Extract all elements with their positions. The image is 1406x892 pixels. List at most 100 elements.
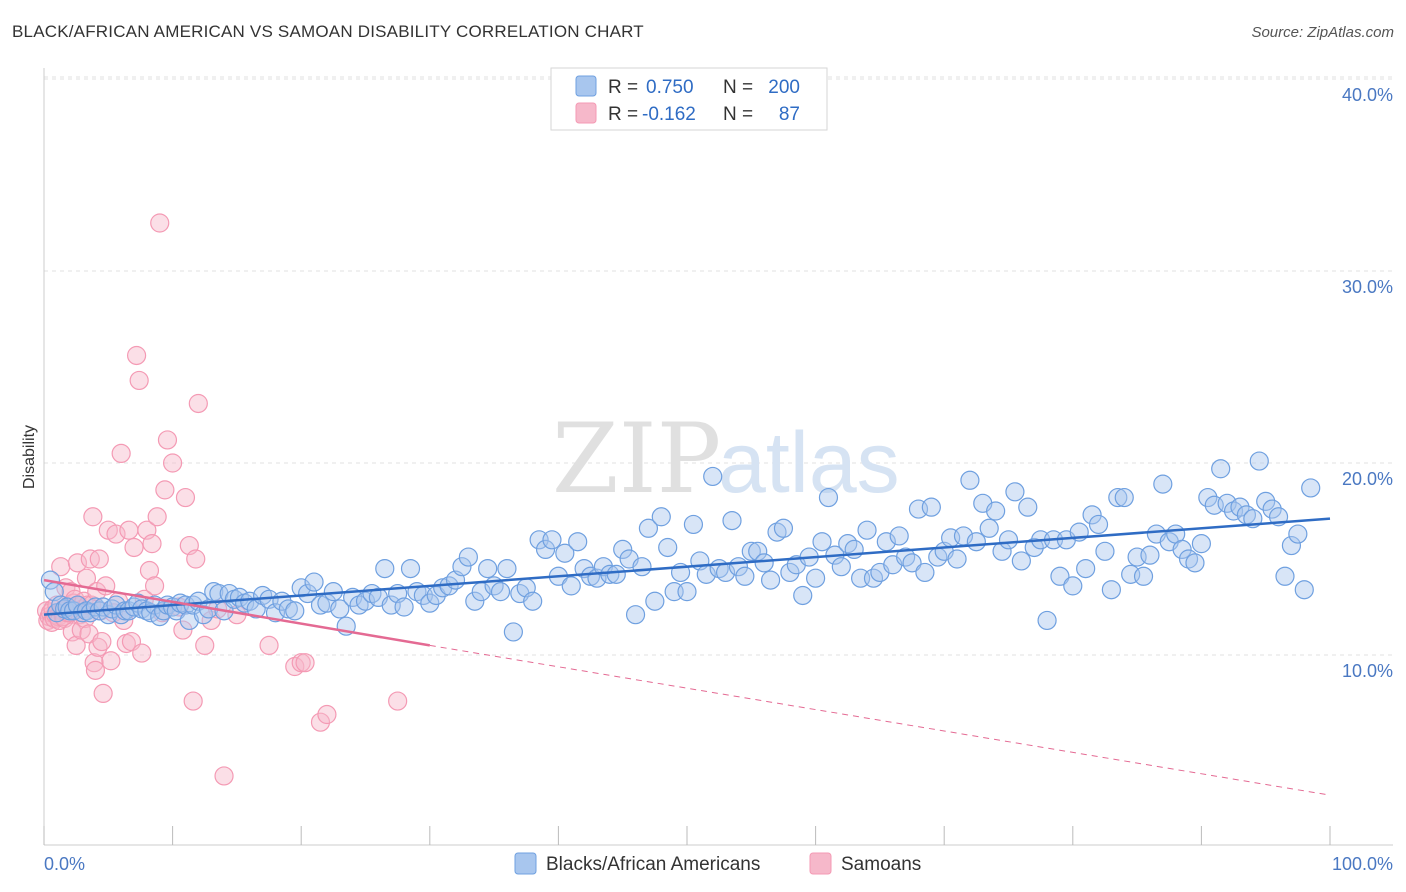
data-point xyxy=(375,558,395,579)
data-point xyxy=(889,526,909,546)
data-point xyxy=(503,622,523,642)
y-tick-label: 10.0% xyxy=(1342,661,1393,681)
data-point xyxy=(979,518,999,538)
y-tick-label: 30.0% xyxy=(1342,277,1393,297)
y-axis-label: Disability xyxy=(21,425,38,489)
data-point xyxy=(812,532,832,552)
data-point xyxy=(1050,566,1070,586)
data-point xyxy=(915,562,935,583)
data-point xyxy=(175,487,196,508)
trend-line-samoans xyxy=(43,578,431,647)
data-point xyxy=(722,510,742,531)
data-point xyxy=(106,524,126,544)
trend-line-samoans-projection xyxy=(429,644,1331,796)
source-label: Source: ZipAtlas.com xyxy=(1251,24,1394,41)
data-point xyxy=(921,497,941,517)
stats-legend: R = 0.750 N = 200 R = -0.162 N = 87 xyxy=(550,67,828,131)
data-point xyxy=(285,601,305,621)
data-point xyxy=(201,610,221,631)
data-point xyxy=(741,541,761,561)
data-point xyxy=(465,591,485,611)
data-point xyxy=(754,553,774,573)
data-point xyxy=(638,518,659,538)
data-point xyxy=(555,543,575,563)
data-point xyxy=(902,553,922,573)
data-point xyxy=(139,560,160,581)
data-point xyxy=(960,470,980,490)
data-point xyxy=(330,599,350,619)
data-point xyxy=(613,539,633,560)
x-tick-max: 100.0% xyxy=(1332,854,1393,874)
data-point xyxy=(947,549,967,569)
data-point xyxy=(1256,491,1276,511)
data-point xyxy=(490,582,511,602)
data-point xyxy=(805,568,826,588)
data-point xyxy=(124,537,144,558)
data-point xyxy=(195,635,215,656)
data-point xyxy=(458,547,478,567)
data-point xyxy=(1217,493,1237,513)
data-point xyxy=(1262,499,1282,519)
blacks-points xyxy=(40,451,1321,642)
watermark-zip: ZIP xyxy=(552,403,721,515)
data-point xyxy=(150,213,170,233)
data-point xyxy=(632,557,652,577)
data-point xyxy=(89,549,109,569)
data-point xyxy=(126,345,147,366)
data-point xyxy=(186,549,206,569)
trend-line-blacks xyxy=(43,517,1331,616)
data-point xyxy=(101,651,121,671)
data-point xyxy=(229,587,250,608)
data-point xyxy=(355,591,376,611)
data-point xyxy=(317,704,337,725)
data-point xyxy=(219,583,239,604)
data-point xyxy=(780,562,800,583)
data-point xyxy=(1101,580,1121,600)
legend-swatch-blacks xyxy=(575,75,597,97)
legend-n-value-2: 87 xyxy=(779,104,800,125)
data-point xyxy=(677,582,697,602)
data-point xyxy=(183,691,203,711)
data-point xyxy=(84,653,104,673)
data-point xyxy=(1082,505,1102,525)
data-point xyxy=(452,557,472,577)
data-point xyxy=(1037,610,1057,631)
data-point xyxy=(144,576,165,596)
data-point xyxy=(683,514,704,535)
data-point xyxy=(1076,558,1096,579)
data-point xyxy=(1108,487,1128,508)
data-point xyxy=(535,539,556,560)
data-point xyxy=(394,597,414,617)
data-point xyxy=(1275,566,1295,586)
data-point xyxy=(651,507,671,527)
data-point xyxy=(568,532,588,552)
data-point xyxy=(157,430,178,450)
data-point xyxy=(1211,459,1231,479)
data-point xyxy=(523,591,543,611)
data-point xyxy=(420,593,440,613)
legend-n-value-1: 200 xyxy=(768,77,800,98)
data-point xyxy=(703,466,723,487)
legend-n-label-2: N = xyxy=(723,104,753,125)
data-point xyxy=(388,691,408,711)
data-point xyxy=(111,443,131,463)
data-point xyxy=(1153,474,1173,494)
data-point xyxy=(1063,576,1083,596)
data-point xyxy=(400,558,421,579)
data-point xyxy=(310,712,331,732)
data-point xyxy=(793,585,813,606)
data-point xyxy=(1172,539,1192,560)
data-point xyxy=(142,534,162,554)
data-point xyxy=(214,766,234,786)
data-point xyxy=(857,520,877,540)
data-point xyxy=(998,530,1019,550)
legend-r-label-2: R = xyxy=(608,104,638,125)
data-point xyxy=(1301,478,1321,498)
y-tick-labels: 10.0% 20.0% 30.0% 40.0% xyxy=(1342,85,1393,681)
data-point xyxy=(1140,545,1160,565)
data-point xyxy=(295,653,315,673)
data-point xyxy=(1005,482,1025,502)
data-point xyxy=(645,591,665,611)
bottom-legend-swatch-samoans xyxy=(809,852,832,875)
